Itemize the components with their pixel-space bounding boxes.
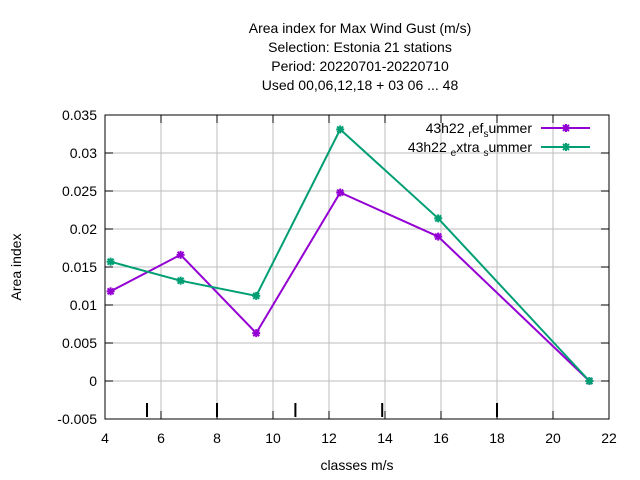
marker-stroke [252, 329, 260, 337]
title-line-2: Selection: Estonia 21 stations [268, 39, 452, 55]
grid [104, 114, 610, 420]
y-tick-label: 0.01 [70, 297, 97, 313]
series-group [106, 125, 594, 385]
x-tick-labels: 4 6 8 10 12 14 16 18 20 22 [101, 430, 617, 446]
x-tick-label: 14 [377, 430, 393, 446]
legend-marker-1 [562, 124, 570, 132]
series-1-point [252, 329, 261, 338]
series-2-point [336, 125, 345, 134]
legend-label-part: 43h22 [408, 139, 451, 155]
title-line-3: Period: 20220701-20220710 [271, 58, 449, 74]
series-1-point [176, 250, 185, 259]
legend-label-part: r [468, 129, 472, 140]
y-tick-label: 0.005 [62, 335, 97, 351]
marker-stroke [562, 124, 570, 132]
legend-label-part: ummer [488, 120, 532, 136]
legend-label-part: e [451, 148, 457, 159]
plot-border [104, 114, 610, 420]
series-line-1 [110, 191, 591, 382]
title-line-1: Area index for Max Wind Gust (m/s) [249, 20, 472, 36]
y-axis-label: Area index [8, 234, 24, 301]
marker-stroke [562, 143, 570, 151]
series-line-2 [110, 127, 591, 382]
x-tick-label: 12 [321, 430, 337, 446]
x-tick-label: 22 [601, 430, 617, 446]
marker-stroke [176, 251, 185, 259]
y-tick-label: -0.005 [57, 411, 97, 427]
marker-stroke [585, 377, 594, 385]
y-tick-label: 0 [89, 373, 97, 389]
x-tick-label: 16 [433, 430, 449, 446]
x-tick-label: 6 [157, 430, 165, 446]
legend-label-1: 43h22 refsummer [426, 120, 533, 140]
x-tick-label: 8 [213, 430, 221, 446]
legend-label-part: s [483, 129, 488, 140]
legend-label-part: ef [472, 120, 484, 136]
y-tick-label: 0.025 [62, 183, 97, 199]
chart-title: Area index for Max Wind Gust (m/s) Selec… [249, 20, 472, 93]
x-tick-label: 10 [265, 430, 281, 446]
legend-marker-2 [562, 143, 570, 151]
marker-stroke [434, 214, 442, 223]
x-tick-label: 4 [101, 430, 109, 446]
legend-label-2: 43h22 extra summer [408, 139, 533, 159]
y-tick-label: 0.03 [70, 145, 97, 161]
marker-stroke [434, 232, 442, 241]
marker-stroke [106, 287, 115, 296]
marker-stroke [336, 125, 344, 134]
series-1-point [434, 232, 443, 241]
series-1-point [106, 287, 115, 296]
marker-stroke [252, 292, 260, 300]
y-tick-label: 0.015 [62, 259, 97, 275]
legend-label-part: ummer [488, 139, 532, 155]
series-2-point [252, 291, 261, 300]
series-1-point [336, 188, 345, 197]
y-tick-label: 0.02 [70, 221, 97, 237]
legend-label-part: xtra [456, 139, 483, 155]
series-2-point [434, 214, 443, 223]
title-line-4: Used 00,06,12,18 + 03 06 ... 48 [262, 77, 459, 93]
series-2-point [585, 377, 594, 385]
series-2-point [106, 257, 115, 266]
y-tick-label: 0.035 [62, 107, 97, 123]
legend-label-part: 43h22 [426, 120, 469, 136]
marker-stroke [106, 257, 115, 266]
x-tick-label: 20 [545, 430, 561, 446]
marker-stroke [336, 188, 344, 197]
legend-label-part: s [483, 148, 488, 159]
x-axis-label: classes m/s [320, 457, 393, 473]
x-tick-label: 18 [489, 430, 505, 446]
marker-stroke [176, 276, 185, 285]
class-markers [146, 403, 498, 417]
y-tick-labels: -0.005 0 0.005 0.01 0.015 0.02 0.025 0.03 0.035 [57, 107, 97, 427]
series-2-point [176, 276, 185, 285]
